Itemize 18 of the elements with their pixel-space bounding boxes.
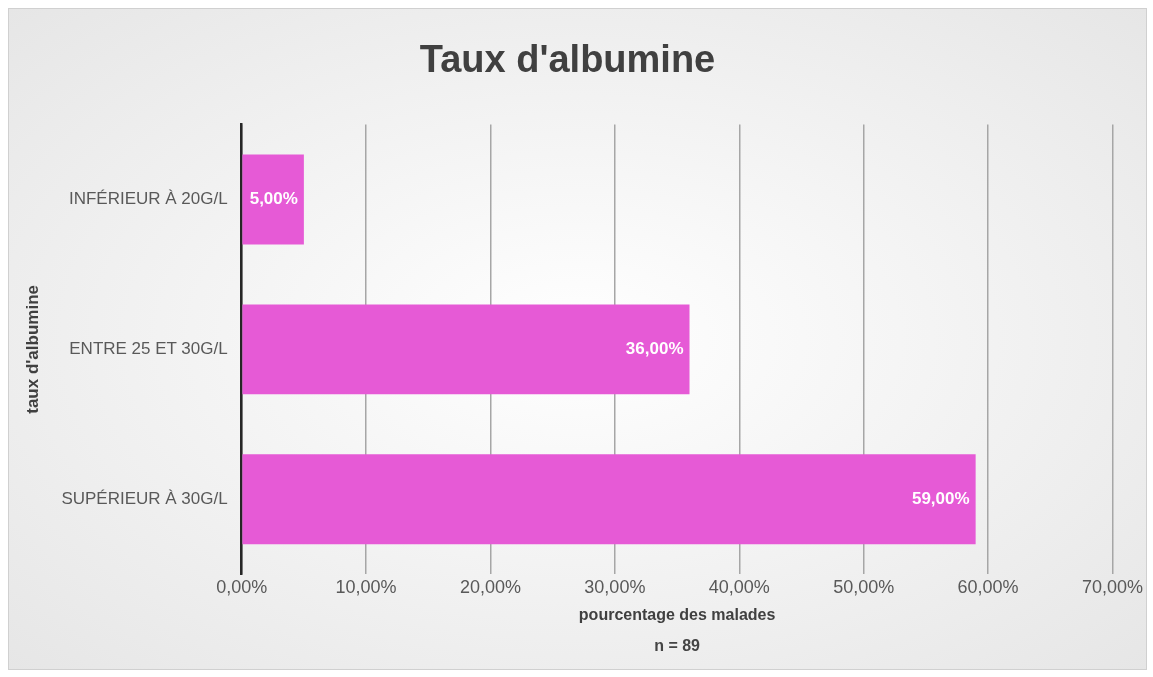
text: n = 89: [654, 637, 701, 655]
x-tick-label: 40,00%: [708, 576, 770, 597]
data-label: 59,00%: [911, 488, 970, 508]
y-tick-label: INFÉRIEUR À 20G/L: [68, 189, 228, 209]
x-tick-label: 20,00%: [459, 576, 522, 597]
x-axis-title: pourcentage des malades: [578, 605, 776, 623]
x-tick-label: 10,00%: [335, 576, 397, 597]
x-tick-label: 0,00%: [216, 576, 268, 597]
data-label: 5,00%: [249, 189, 298, 209]
x-tick-label: 70,00%: [1081, 576, 1144, 597]
chart-title: Taux d'albumine: [419, 38, 716, 81]
y-axis-title: taux d'albumine: [22, 285, 42, 414]
x-tick-label: 30,00%: [584, 576, 646, 597]
x-tick-label: 60,00%: [957, 576, 1019, 597]
y-tick-label: SUPÉRIEUR À 30G/L: [61, 488, 228, 508]
data-label: 36,00%: [625, 339, 684, 359]
x-tick-label: 50,00%: [833, 576, 895, 597]
y-tick-label: ENTRE 25 ET 30G/L: [69, 339, 228, 359]
